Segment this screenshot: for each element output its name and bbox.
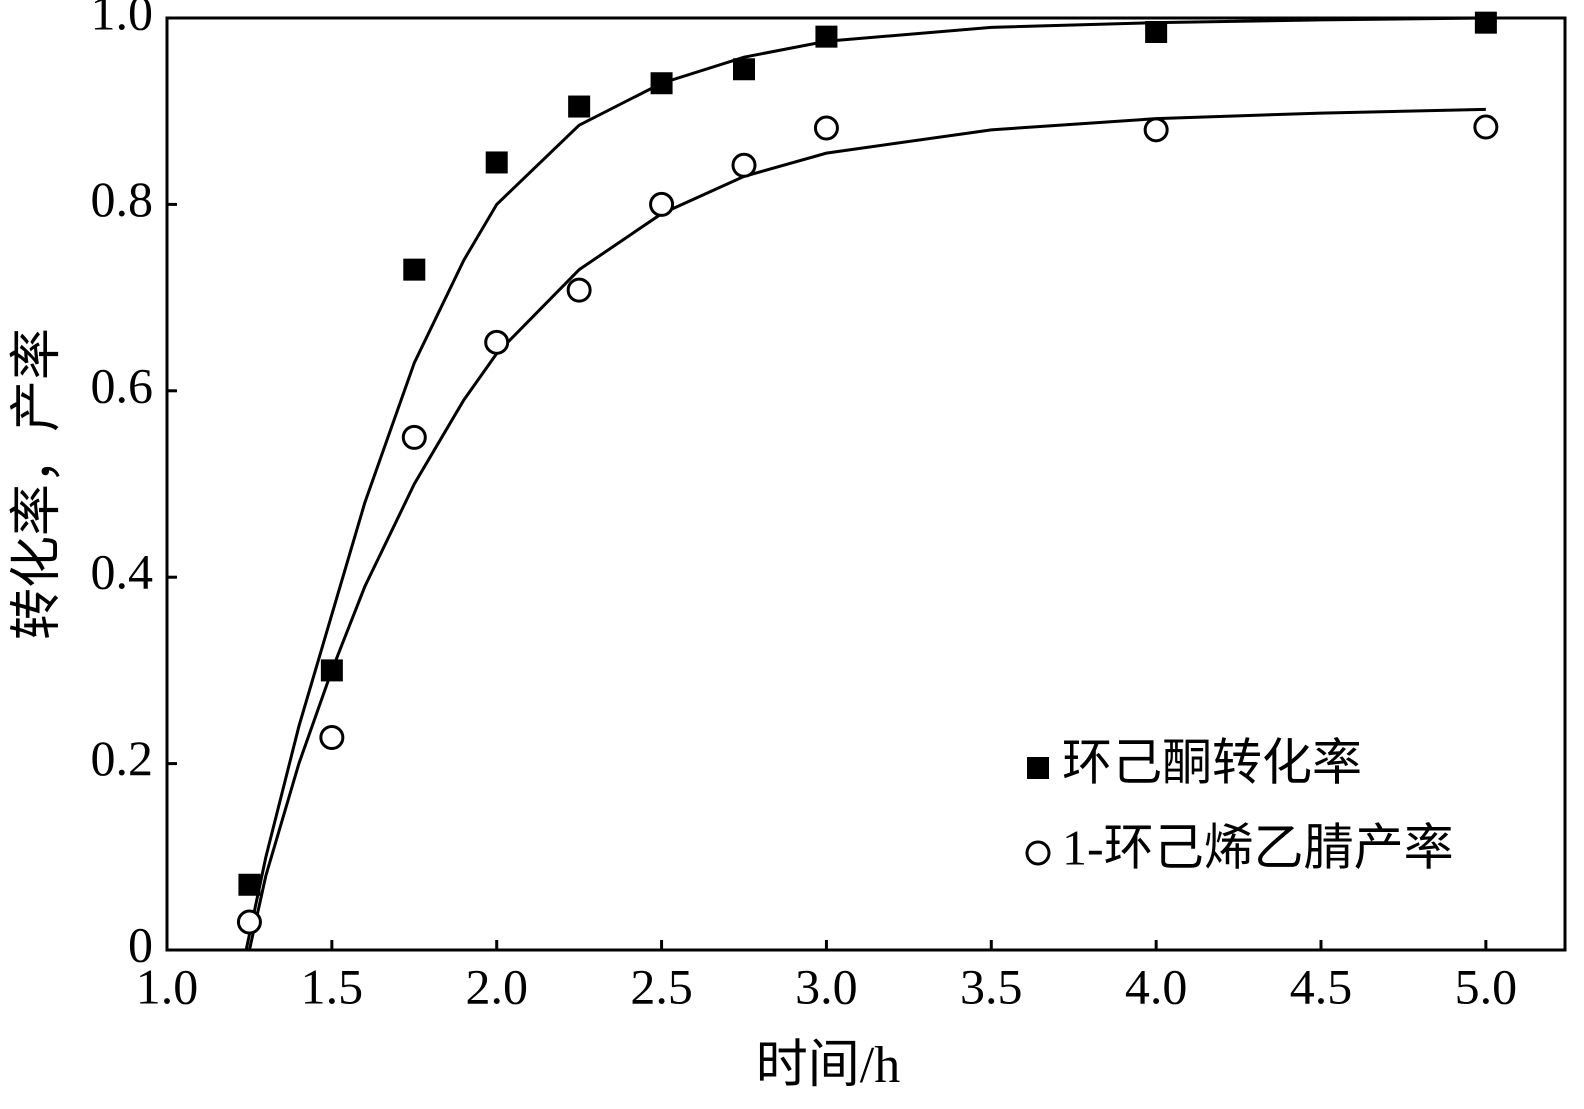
data-point	[485, 151, 508, 174]
data-point	[320, 659, 343, 682]
y-tick-label: 0	[128, 916, 153, 972]
fit-curve	[244, 16, 1486, 951]
x-tick-label: 3.5	[960, 958, 1023, 1014]
data-point	[731, 152, 757, 178]
x-tick-label: 4.0	[1125, 958, 1188, 1014]
data-point	[815, 25, 838, 48]
y-tick-label: 0.6	[91, 357, 154, 413]
data-point	[319, 725, 345, 751]
x-tick-label: 3.0	[795, 958, 858, 1014]
x-tick-label: 2.5	[630, 958, 693, 1014]
data-point	[403, 258, 426, 281]
data-point	[1474, 11, 1497, 34]
y-tick-label: 0.8	[91, 171, 154, 227]
data-point	[1473, 114, 1499, 140]
data-point	[1143, 117, 1169, 143]
legend-marker	[1027, 757, 1049, 779]
data-point	[236, 909, 262, 935]
data-point	[568, 95, 591, 118]
data-point	[733, 58, 756, 81]
y-tick-label: 0.4	[91, 544, 154, 600]
data-point	[813, 115, 839, 141]
legend-label: 环己酮转化率	[1062, 734, 1362, 790]
y-tick-label: 1.0	[91, 0, 154, 40]
x-axis-label: 时间/h	[756, 1037, 900, 1094]
legend-marker	[1025, 840, 1051, 866]
y-axis-label: 转化率，产率	[9, 328, 66, 640]
x-tick-label: 1.5	[301, 958, 364, 1014]
x-tick-label: 5.0	[1455, 958, 1518, 1014]
legend-label: 1-环己烯乙腈产率	[1062, 819, 1454, 875]
data-point	[238, 873, 261, 896]
data-point	[566, 277, 592, 303]
y-tick-label: 0.2	[91, 730, 154, 786]
x-tick-label: 4.5	[1290, 958, 1353, 1014]
data-point	[649, 191, 675, 217]
plot-frame	[165, 16, 1567, 952]
data-point	[401, 424, 427, 450]
data-point	[484, 329, 510, 355]
fit-curve	[247, 107, 1486, 951]
x-tick-label: 1.0	[136, 958, 199, 1014]
data-point	[1145, 20, 1168, 43]
data-point	[650, 72, 673, 95]
x-tick-label: 2.0	[465, 958, 528, 1014]
